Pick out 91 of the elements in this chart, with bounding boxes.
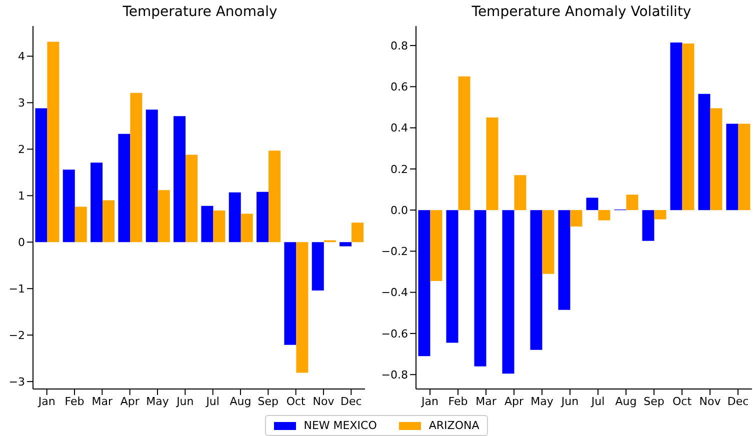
bar bbox=[186, 154, 198, 242]
legend-label: NEW MEXICO bbox=[304, 419, 377, 432]
x-tick-label: Jan bbox=[420, 394, 438, 408]
x-tick-label: Nov bbox=[312, 394, 335, 408]
y-tick-label: −0.4 bbox=[381, 286, 408, 300]
x-tick-label: May bbox=[530, 394, 554, 408]
bar bbox=[642, 210, 654, 241]
y-tick-label: 0.0 bbox=[390, 204, 408, 217]
chart-title: Temperature Anomaly bbox=[122, 4, 278, 20]
y-tick-label: −1 bbox=[8, 282, 25, 296]
bar bbox=[201, 206, 214, 242]
bar bbox=[502, 210, 514, 374]
bar bbox=[514, 175, 526, 210]
x-tick-label: Oct bbox=[286, 394, 306, 408]
y-tick-label: −0.6 bbox=[381, 327, 408, 340]
legend-label: ARIZONA bbox=[428, 419, 480, 432]
bar bbox=[240, 214, 253, 242]
bar bbox=[670, 42, 682, 210]
bar bbox=[558, 210, 570, 310]
x-tick-label: Jul bbox=[205, 394, 220, 408]
bar bbox=[698, 94, 710, 210]
x-tick-label: Sep bbox=[644, 394, 664, 408]
bar bbox=[542, 210, 554, 274]
bar bbox=[474, 210, 486, 366]
bar bbox=[213, 210, 226, 242]
x-tick-label: May bbox=[146, 394, 170, 408]
x-tick-label: Dec bbox=[340, 394, 362, 408]
y-tick-label: 2 bbox=[18, 143, 25, 156]
bar bbox=[598, 210, 610, 220]
y-tick-label: −0.8 bbox=[381, 368, 408, 382]
y-tick-label: 0.6 bbox=[390, 80, 408, 94]
y-tick-label: 0 bbox=[18, 236, 25, 250]
y-tick-label: −2 bbox=[8, 328, 25, 342]
x-tick-label: Jun bbox=[560, 394, 579, 408]
bar bbox=[158, 190, 170, 242]
x-tick-label: Aug bbox=[230, 394, 252, 408]
x-tick-label: Apr bbox=[120, 394, 140, 408]
chart-title: Temperature Anomaly Volatility bbox=[470, 4, 692, 20]
x-tick-label: Feb bbox=[448, 394, 468, 408]
y-tick-label: 1 bbox=[18, 190, 25, 203]
x-tick-label: Apr bbox=[504, 394, 524, 408]
y-tick-label: −3 bbox=[8, 375, 25, 388]
bar bbox=[268, 150, 281, 242]
bar bbox=[626, 194, 638, 210]
bar bbox=[486, 118, 498, 210]
x-tick-label: Nov bbox=[699, 394, 722, 408]
bar bbox=[446, 210, 458, 343]
x-tick-label: Jul bbox=[590, 394, 605, 408]
bar bbox=[62, 170, 75, 242]
bar bbox=[710, 108, 722, 210]
y-tick-label: 4 bbox=[18, 50, 25, 64]
bar bbox=[118, 134, 130, 242]
bar bbox=[296, 242, 308, 373]
bar bbox=[47, 42, 60, 242]
bar bbox=[586, 198, 598, 210]
x-tick-label: Aug bbox=[615, 394, 637, 408]
y-tick-label: −0.2 bbox=[381, 245, 408, 258]
y-tick-label: 3 bbox=[18, 96, 25, 110]
x-tick-label: Mar bbox=[476, 394, 497, 408]
bar bbox=[102, 200, 115, 242]
x-tick-label: Oct bbox=[672, 394, 692, 408]
bar bbox=[726, 124, 738, 210]
bar bbox=[530, 210, 542, 350]
bar bbox=[228, 192, 241, 242]
bar bbox=[340, 242, 352, 246]
bar bbox=[35, 108, 48, 242]
bar bbox=[174, 116, 186, 242]
bar bbox=[654, 210, 666, 220]
bar bbox=[74, 206, 87, 242]
bar bbox=[738, 124, 750, 210]
x-tick-label: Jun bbox=[176, 394, 194, 408]
y-tick-label: 0.2 bbox=[390, 162, 408, 176]
bar bbox=[256, 192, 269, 242]
x-tick-label: Sep bbox=[258, 394, 279, 408]
bar bbox=[430, 210, 442, 282]
bar bbox=[130, 92, 142, 242]
y-tick-label: 0.4 bbox=[390, 122, 408, 135]
x-tick-label: Mar bbox=[92, 394, 114, 408]
bar bbox=[352, 222, 364, 242]
bar bbox=[570, 210, 582, 227]
x-tick-label: Dec bbox=[727, 394, 749, 408]
bar bbox=[284, 242, 296, 345]
bar bbox=[146, 110, 158, 242]
bar bbox=[458, 76, 470, 210]
bar bbox=[90, 162, 103, 242]
bar bbox=[682, 43, 694, 210]
bar bbox=[312, 242, 324, 290]
y-tick-label: 0.8 bbox=[390, 39, 408, 52]
x-tick-label: Feb bbox=[64, 394, 84, 408]
x-tick-label: Jan bbox=[37, 394, 56, 408]
bar bbox=[418, 210, 430, 356]
